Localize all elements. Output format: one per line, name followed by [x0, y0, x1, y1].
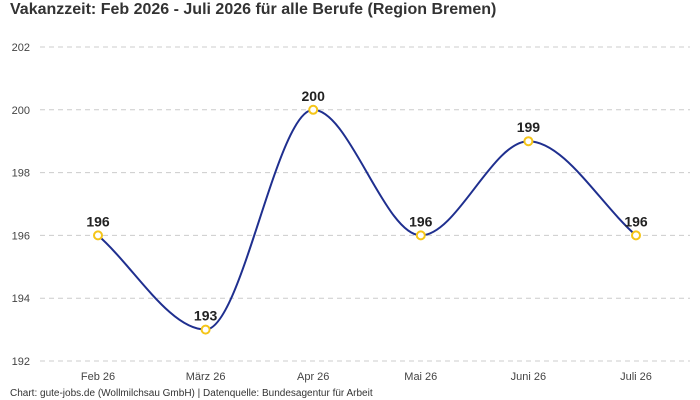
- x-tick-label: Mai 26: [404, 371, 437, 383]
- data-label: 196: [409, 213, 433, 229]
- y-tick-label: 194: [12, 293, 30, 305]
- series-line-group: [97, 108, 637, 331]
- data-label: 196: [624, 213, 648, 229]
- y-tick-label: 198: [12, 168, 30, 180]
- data-labels: 196 193 200 196 199 196: [86, 88, 648, 324]
- x-tick-label: Juni 26: [511, 371, 546, 383]
- y-tick-label: 192: [12, 356, 30, 368]
- data-point: [523, 136, 534, 147]
- x-tick-label: Juli 26: [620, 371, 652, 383]
- data-label: 196: [86, 213, 110, 229]
- x-tick-label: März 26: [186, 371, 226, 383]
- y-tick-label: 202: [12, 42, 30, 54]
- x-tick-label: Feb 26: [81, 371, 115, 383]
- data-point: [200, 324, 211, 335]
- data-label: 193: [194, 308, 218, 324]
- data-label: 199: [517, 119, 541, 135]
- series-line: [97, 108, 637, 331]
- x-axis-tick-labels: Feb 26 März 26 Apr 26 Mai 26 Juni 26 Juli 26: [81, 371, 652, 383]
- x-tick-label: Apr 26: [297, 371, 329, 383]
- data-point: [93, 230, 103, 241]
- data-point: [308, 104, 319, 115]
- y-tick-label: 200: [12, 105, 30, 117]
- grid-lines: [40, 46, 690, 362]
- data-label: 200: [302, 88, 326, 104]
- y-tick-label: 196: [12, 230, 30, 242]
- data-points: [93, 104, 641, 335]
- data-point: [415, 230, 426, 241]
- y-axis-tick-labels: 192 194 196 198 200 202: [12, 42, 30, 368]
- chart-source-note: Chart: gute-jobs.de (Wollmilchsau GmbH) …: [10, 388, 373, 399]
- data-point: [631, 230, 641, 241]
- chart-title: Vakanzzeit: Feb 2026 - Juli 2026 für all…: [10, 1, 497, 18]
